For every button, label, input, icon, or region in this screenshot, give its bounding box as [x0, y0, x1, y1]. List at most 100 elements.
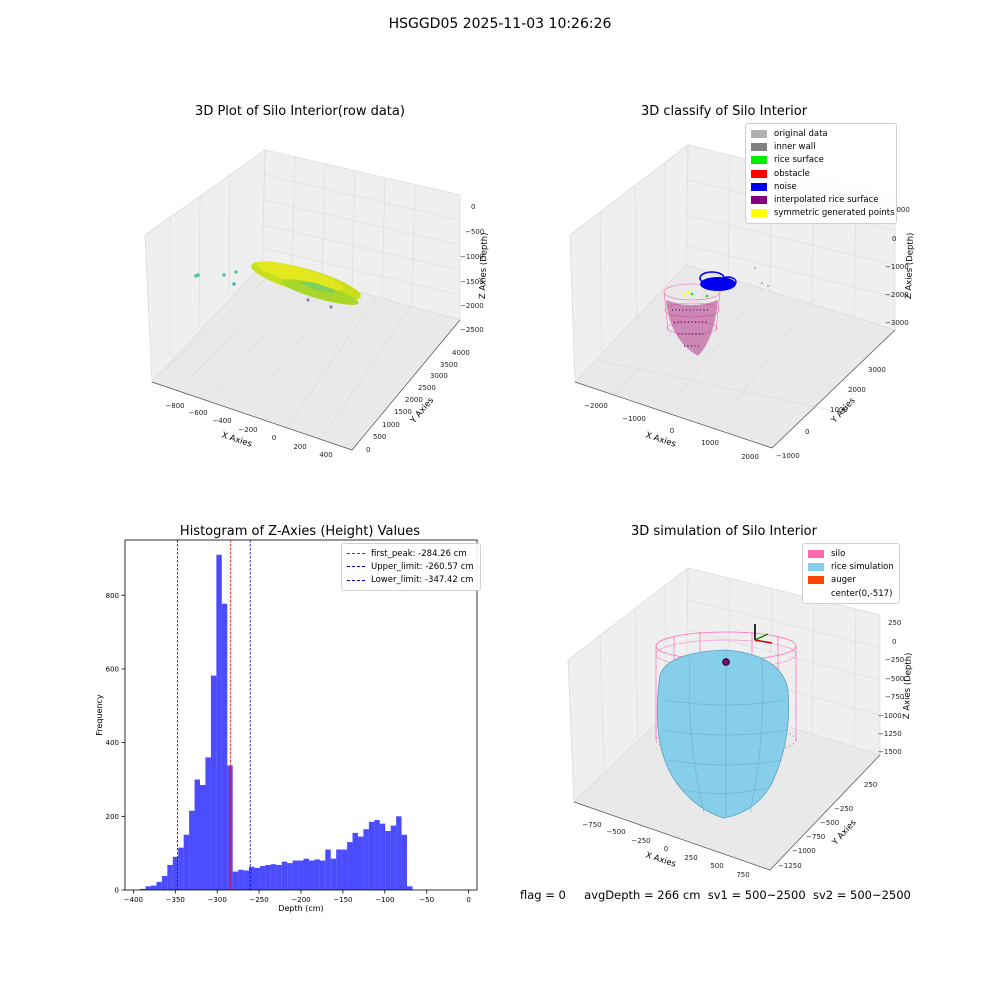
- simulation-ytick: −250: [834, 805, 853, 813]
- histogram-xtick-label: −300: [208, 896, 227, 904]
- legend-label: original data: [774, 128, 828, 139]
- histogram-bar: [330, 858, 337, 890]
- histogram-bar: [281, 861, 288, 890]
- legend-line: [347, 566, 365, 568]
- rice-simulation-surface: [656, 649, 790, 819]
- histogram-bar: [379, 823, 386, 890]
- raw-ztick: −500: [465, 228, 484, 236]
- raw-xtick: −800: [165, 402, 184, 410]
- classify-ytick: 1000: [830, 406, 848, 414]
- raw-grid: [167, 156, 461, 438]
- raw-xtick: 0: [272, 434, 276, 442]
- histogram-bar: [287, 863, 293, 890]
- classify-ztick: −1000: [885, 263, 909, 271]
- sv2-value: sv2 = 500~2500: [812, 888, 911, 902]
- raw-y-ticks: 0 500 1000 1500 2000 2500 3000 3500 4000: [366, 349, 470, 454]
- histogram-ytick-label: 0: [115, 887, 119, 895]
- histogram-bar: [210, 675, 217, 890]
- histogram-ytick-label: 400: [106, 739, 119, 747]
- raw-ytick: 4000: [452, 349, 470, 357]
- histogram-bar: [145, 886, 151, 890]
- raw-ytick: 2500: [418, 384, 436, 392]
- histogram-bar: [363, 829, 369, 890]
- histogram-bar: [292, 860, 299, 890]
- simulation-axis-lines: [573, 754, 881, 871]
- raw-ztick: 0: [471, 203, 475, 211]
- histogram-xtick-label: −150: [333, 896, 352, 904]
- simulation-xtick: 750: [736, 871, 749, 879]
- legend-label: noise: [774, 181, 797, 192]
- raw-3d-plot: −800 −600 −400 −200 0 200 400 X Axies 0 …: [144, 149, 490, 459]
- raw-xtick: 200: [293, 443, 306, 451]
- legend-swatch: [751, 196, 767, 205]
- histogram-ytick-label: 200: [106, 813, 119, 821]
- histogram-bar: [221, 603, 228, 890]
- histogram-bars: [140, 554, 413, 890]
- histogram-bar: [161, 876, 168, 890]
- raw-xtick: −400: [212, 417, 231, 425]
- simulation-z-ticks: 250 0 −250 −500 −750 −1000 −1250 −1500: [878, 619, 904, 756]
- histogram-xtick-label: −200: [291, 896, 310, 904]
- figure-title: HSGGD05 2025-11-03 10:26:26: [388, 16, 612, 32]
- legend-label: interpolated rice surface: [774, 195, 879, 206]
- histogram-bar: [232, 871, 239, 890]
- legend-label: first_peak: -284.26 cm: [371, 548, 467, 559]
- simulation-ztick: 250: [888, 619, 901, 627]
- histogram-bar: [374, 820, 380, 890]
- legend-swatch: [808, 562, 824, 571]
- raw-ytick: 1500: [394, 408, 412, 416]
- legend-label: Upper_limit: -260.57 cm: [371, 561, 474, 572]
- histogram-bar: [407, 886, 413, 890]
- histogram-bar: [308, 860, 315, 890]
- simulation-ytick: 250: [864, 781, 877, 789]
- histogram-bar: [216, 554, 222, 890]
- simulation-ytick: −1250: [778, 862, 802, 870]
- legend-label: auger: [831, 575, 856, 586]
- legend-item: original data: [751, 127, 891, 140]
- histogram-bar: [270, 864, 277, 890]
- histogram-bar: [401, 834, 408, 890]
- auger-marker: [722, 624, 773, 666]
- histogram-bar: [189, 810, 195, 890]
- legend-label: silo: [831, 548, 846, 559]
- histogram-bar: [205, 757, 211, 890]
- histogram-title: Histogram of Z-Axies (Height) Values: [179, 524, 421, 539]
- classify-y-ticks: −1000 0 1000 2000 3000: [776, 366, 886, 460]
- raw-ztick: −2500: [460, 326, 484, 334]
- raw-xtick: 400: [319, 451, 332, 459]
- legend-line: [347, 553, 365, 555]
- legend-swatch: [751, 169, 767, 178]
- histogram-x-ticks: −400 −350 −300 −250 −200 −150 −100 −50 0: [124, 890, 471, 904]
- raw-ytick: 2000: [405, 396, 423, 404]
- classify-noise-points: [699, 271, 737, 291]
- classify-xtick: −1000: [622, 415, 646, 423]
- histogram-bar: [352, 832, 358, 890]
- histogram-bar: [385, 831, 391, 890]
- classify-ytick: −1000: [776, 452, 800, 460]
- histogram-bar: [396, 816, 402, 890]
- histogram-bar: [357, 836, 364, 890]
- classify-zlabel: Z Axies (Depth): [904, 232, 916, 299]
- histogram-bar: [259, 866, 266, 890]
- histogram-xtick-label: 0: [466, 896, 470, 904]
- histogram-reference-lines: [177, 540, 251, 890]
- histogram-xlabel: Depth (cm): [278, 904, 323, 913]
- raw-ztick: −1000: [460, 253, 484, 261]
- legend-swatch: [808, 576, 824, 585]
- simulation-ztick: −750: [885, 693, 904, 701]
- histogram-bar: [303, 858, 309, 890]
- simulation-legend: silo rice simulation auger center(0,-517…: [802, 543, 900, 605]
- classify-legend: original data inner wall rice surface ob…: [745, 123, 897, 225]
- histogram-bar: [194, 779, 201, 890]
- legend-swatch: [751, 142, 767, 151]
- histogram-bar: [238, 869, 244, 890]
- raw-z-ticks: 0 −500 −1000 −1500 −2000 −2500: [460, 203, 484, 334]
- histogram-chart: −400 −350 −300 −250 −200 −150 −100 −50 0 0 200 400…: [95, 539, 478, 913]
- legend-label: rice simulation: [831, 561, 894, 572]
- histogram-bar: [336, 849, 342, 890]
- raw-plot-title: 3D Plot of Silo Interior(row data): [195, 104, 405, 119]
- simulation-ytick: −500: [820, 819, 839, 827]
- classify-interpolated-surface: [666, 300, 718, 356]
- simulation-ztick: −1500: [878, 748, 902, 756]
- simulation-ztick: −250: [885, 656, 904, 664]
